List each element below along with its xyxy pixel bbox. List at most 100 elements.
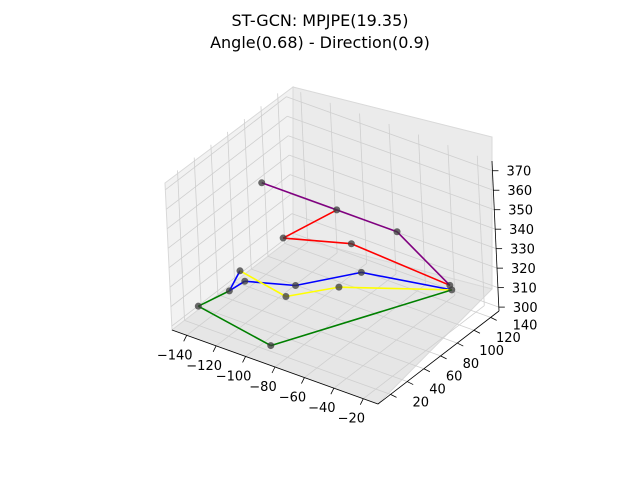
y-tick-mark bbox=[473, 329, 481, 334]
skeleton-bone bbox=[336, 209, 398, 233]
tick-labels: −140−120−100−80−60−40−20 2040608010012014… bbox=[157, 165, 538, 427]
skeleton-joints bbox=[194, 179, 456, 350]
grid-line-z bbox=[286, 96, 493, 172]
grid-line-z bbox=[288, 135, 495, 211]
grid-line-x bbox=[329, 102, 338, 253]
joint-point bbox=[393, 228, 401, 236]
y-tick-mark bbox=[457, 342, 464, 347]
grid-line-y bbox=[201, 307, 408, 382]
grid-line-y bbox=[210, 144, 219, 295]
grid-line-y bbox=[234, 281, 441, 357]
grid-line-x bbox=[363, 305, 485, 400]
skeleton-bone bbox=[396, 231, 451, 286]
y-tick-label: 140 bbox=[513, 318, 538, 333]
x-tick-label: −80 bbox=[249, 380, 276, 395]
grid-line-x bbox=[388, 123, 397, 275]
grid-lines bbox=[165, 92, 499, 400]
y-tick-label: 40 bbox=[429, 383, 446, 398]
grid-line-x bbox=[333, 294, 456, 389]
grid-line-y bbox=[177, 170, 185, 321]
joint-point bbox=[357, 268, 365, 276]
joint-point bbox=[282, 293, 290, 301]
grid-line-x bbox=[300, 92, 309, 243]
x-tick-mark bbox=[271, 366, 276, 374]
y-axis-line bbox=[377, 310, 500, 405]
y-tick-label: 120 bbox=[496, 331, 521, 346]
z-tick-label: 300 bbox=[513, 301, 538, 316]
y-tick-mark bbox=[423, 368, 431, 373]
grid-line-x bbox=[215, 252, 338, 347]
grid-line-z bbox=[171, 232, 294, 327]
y-tick-label: 80 bbox=[463, 357, 480, 372]
grid-line-z bbox=[167, 154, 290, 249]
grid-line-y bbox=[284, 243, 491, 318]
joint-point bbox=[333, 206, 341, 214]
grid-line-z bbox=[168, 174, 291, 268]
x-tick-label: −60 bbox=[279, 391, 306, 406]
y-tick-mark bbox=[490, 317, 497, 321]
grid-line-x bbox=[476, 155, 485, 306]
skeleton-bone bbox=[261, 182, 338, 211]
x-tick-label: −120 bbox=[186, 359, 222, 374]
x-tick-mark bbox=[183, 335, 188, 342]
grid-line-x bbox=[186, 241, 308, 336]
z-tick-label: 340 bbox=[509, 223, 534, 238]
y-tick-mark bbox=[440, 355, 447, 360]
grid-line-z bbox=[287, 115, 494, 191]
x-tick-mark bbox=[212, 345, 217, 353]
joint-point bbox=[335, 283, 343, 291]
grid-line-y bbox=[217, 294, 425, 370]
joint-point bbox=[347, 240, 355, 248]
y-tick-label: 20 bbox=[413, 395, 430, 410]
skeleton-bones bbox=[197, 182, 453, 347]
joint-point bbox=[225, 287, 233, 295]
grid-line-z bbox=[169, 193, 292, 288]
x-tick-label: −20 bbox=[338, 412, 365, 427]
y-tick-mark bbox=[407, 381, 414, 385]
z-tick-label: 320 bbox=[511, 262, 536, 277]
grid-line-y bbox=[184, 320, 391, 395]
x-tick-label: −40 bbox=[308, 401, 335, 416]
grid-line-x bbox=[359, 113, 367, 264]
skeleton-bone bbox=[285, 286, 340, 298]
joint-point bbox=[258, 179, 266, 187]
z-tick-label: 350 bbox=[508, 204, 533, 219]
grid-line-y bbox=[243, 119, 252, 270]
x-tick-mark bbox=[330, 387, 335, 395]
grid-line-x bbox=[447, 145, 456, 296]
skeleton-bone bbox=[228, 270, 241, 292]
grid-line-z bbox=[289, 154, 496, 230]
joint-point bbox=[194, 302, 202, 310]
grid-line-z bbox=[165, 96, 287, 191]
z-tick-label: 330 bbox=[510, 243, 535, 258]
grid-line-y bbox=[227, 131, 235, 282]
skeleton-bone bbox=[283, 237, 352, 245]
joint-point bbox=[446, 281, 454, 289]
x-tick-label: −140 bbox=[157, 348, 193, 363]
skeleton-bone bbox=[338, 286, 452, 291]
grid-line-y bbox=[193, 157, 202, 308]
skeleton-bone bbox=[361, 271, 452, 291]
skeleton-bone bbox=[239, 270, 287, 298]
grid-line-x bbox=[274, 273, 397, 368]
skeleton-bone bbox=[197, 290, 230, 307]
skeleton-bone bbox=[270, 289, 453, 347]
grid-line-y bbox=[251, 268, 458, 344]
joint-point bbox=[267, 342, 275, 350]
y-tick-label: 60 bbox=[446, 370, 463, 385]
joint-point bbox=[236, 267, 244, 275]
x-tick-label: −100 bbox=[216, 369, 252, 384]
y-tick-label: 100 bbox=[479, 344, 504, 359]
joint-point bbox=[241, 277, 249, 285]
grid-line-y bbox=[277, 93, 286, 244]
joint-point bbox=[279, 234, 287, 242]
grid-line-z bbox=[166, 115, 288, 210]
x-tick-mark bbox=[301, 377, 305, 384]
y-tick-mark bbox=[390, 394, 397, 398]
skeleton-bone bbox=[295, 271, 362, 287]
skeleton-bone bbox=[244, 280, 296, 287]
joint-point bbox=[292, 282, 300, 290]
grid-line-z bbox=[291, 213, 499, 288]
chart-title-line-1: ST-GCN: MPJPE(19.35) bbox=[231, 11, 409, 30]
